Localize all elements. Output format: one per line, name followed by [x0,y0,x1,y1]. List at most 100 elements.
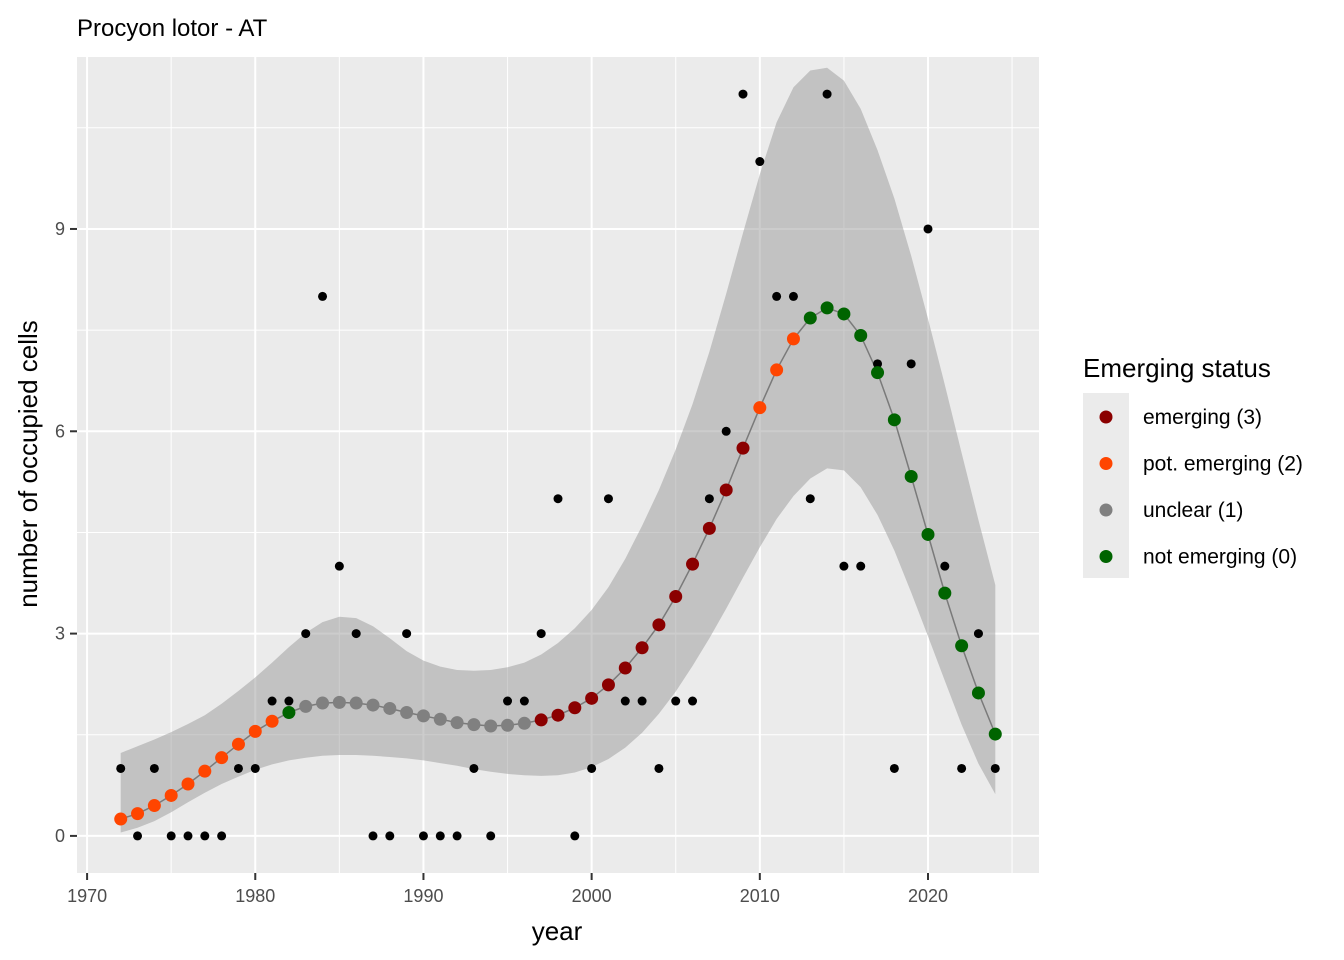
legend-items: emerging (3) pot. emerging (2) unclear (1)… [1099,406,1303,569]
fitted-point [265,714,279,728]
fitted-point [786,332,800,346]
observed-point [183,831,193,841]
fitted-point [416,709,430,723]
fitted-point [349,696,363,710]
legend-label: pot. emerging (2) [1143,453,1303,476]
fitted-point [131,807,145,821]
x-tick-label: 2000 [572,886,612,906]
y-tick-label: 3 [55,624,65,644]
x-tick-label: 2020 [908,886,948,906]
fitted-point [955,639,969,653]
fitted-point [585,691,599,705]
observed-point [822,89,832,99]
fitted-point [618,661,632,675]
observed-point [671,696,681,706]
observed-point [469,763,479,773]
observed-point [738,89,748,99]
observed-point [166,831,176,841]
fitted-point [366,698,380,712]
fitted-point [501,718,515,732]
legend-key [1099,550,1113,563]
x-tick-label: 1990 [403,886,443,906]
fitted-point [921,527,935,541]
confidence-ribbon [120,67,996,833]
observed-point [906,359,916,369]
observed-point [704,494,714,504]
observed-point [654,763,664,773]
observed-point [570,831,580,841]
observed-point [418,831,428,841]
observed-point [856,561,866,571]
observed-point [267,696,277,706]
chart-title: Procyon lotor - AT [77,15,268,42]
fitted-point [198,764,212,778]
fitted-point [904,469,918,483]
observed-point [503,696,513,706]
fitted-point [484,719,498,733]
observed-point [587,763,597,773]
fitted-point [568,701,582,715]
fitted-point [433,712,447,726]
observed-point [990,763,1000,773]
observed-points [116,89,1000,841]
observed-point [973,629,983,639]
observed-point [536,629,546,639]
fitted-point [686,557,700,571]
y-tick-label: 6 [55,421,65,441]
observed-point [200,831,210,841]
fitted-point [551,708,565,722]
fitted-point [938,586,952,600]
fitted-point [837,307,851,321]
x-tick-label: 1980 [235,886,275,906]
fitted-point [450,716,464,730]
observed-point [772,291,782,301]
observed-point [721,426,731,436]
legend-label: emerging (3) [1143,406,1262,429]
observed-point [301,629,311,639]
y-axis-label: number of occupied cells [13,320,43,608]
fitted-point [534,713,548,727]
observed-point [435,831,445,841]
legend-label: unclear (1) [1143,499,1243,522]
observed-point [351,629,361,639]
fitted-point [669,590,683,604]
x-tick-label: 2010 [740,886,780,906]
fitted-point [147,799,161,813]
fitted-point [517,716,531,730]
observed-point [873,359,883,369]
observed-point [233,763,243,773]
legend-key-background [1083,393,1129,578]
fitted-point [871,366,885,380]
fitted-point [248,724,262,738]
fitted-point [702,521,716,535]
observed-point [452,831,462,841]
observed-point [402,629,412,639]
observed-point [940,561,950,571]
x-axis: 1970 1980 1990 2000 2010 2020 [67,873,948,906]
x-axis-label: year [532,916,583,946]
observed-point [603,494,613,504]
fitted-point [215,751,229,765]
observed-point [318,291,328,301]
fitted-point [181,777,195,791]
fitted-point [820,301,834,315]
x-tick-label: 1970 [67,886,107,906]
legend-label: not emerging (0) [1143,546,1297,569]
fitted-point [383,701,397,715]
fitted-point [400,705,414,719]
fitted-point [231,737,245,751]
observed-point [334,561,344,571]
observed-point [385,831,395,841]
fitted-point [854,329,868,343]
fitted-point [736,441,750,455]
observed-point [688,696,698,706]
observed-point [519,696,529,706]
fitted-point [316,696,330,710]
y-axis: 0 3 6 9 [55,219,77,846]
observed-point [620,696,630,706]
legend: Emerging status emerging (3) pot. emergin… [1083,353,1303,578]
observed-point [637,696,647,706]
observed-point [553,494,563,504]
fitted-points [114,301,1002,826]
